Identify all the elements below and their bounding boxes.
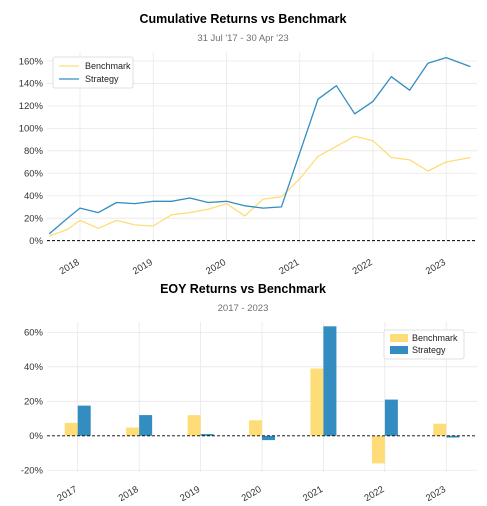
chart2-x-tick-label: 2020 bbox=[240, 484, 264, 501]
chart2-title: EOY Returns vs Benchmark bbox=[160, 282, 326, 296]
chart1-legend-benchmark-label: Benchmark bbox=[85, 61, 131, 71]
chart1-series-line-strategy bbox=[48, 56, 471, 235]
chart1-x-ticks: 2018 2019 2020 2021 2022 2023 bbox=[58, 257, 448, 277]
chart1-y-tick-label: 40% bbox=[24, 191, 44, 202]
chart2-y-tick-label: 20% bbox=[24, 397, 44, 408]
chart2-y-tick-label: 60% bbox=[24, 328, 44, 339]
chart2-x-tick-label: 2019 bbox=[178, 484, 202, 501]
chart2-bars bbox=[47, 326, 477, 464]
chart2-legend: Benchmark Strategy bbox=[383, 329, 465, 360]
chart2-bar-benchmark-2022 bbox=[371, 435, 385, 464]
eoy-returns-chart: EOY Returns vs Benchmark 2017 - 2023 -20… bbox=[21, 282, 477, 504]
chart2-x-tick-label: 2022 bbox=[363, 484, 387, 501]
chart1-title: Cumulative Returns vs Benchmark bbox=[139, 12, 346, 26]
chart1-x-tick-label: 2021 bbox=[277, 257, 301, 277]
chart2-legend-benchmark-label: Benchmark bbox=[412, 333, 458, 343]
chart1-y-tick-label: 100% bbox=[19, 124, 44, 135]
chart2-x-tick-label: 2023 bbox=[424, 484, 448, 501]
chart2-y-tick-label: 0% bbox=[29, 431, 43, 442]
chart1-y-tick-label: 0% bbox=[29, 236, 43, 247]
chart1-y-tick-label: 140% bbox=[19, 79, 44, 90]
chart2-bar-benchmark-2020 bbox=[249, 420, 262, 436]
chart2-y-tick-label: -20% bbox=[21, 466, 44, 477]
chart2-bar-strategy-2023 bbox=[446, 435, 460, 438]
chart2-x-ticks: 2017 2018 2019 2020 2021 2022 2023 bbox=[55, 484, 448, 504]
chart1-subtitle: 31 Jul '17 - 30 Apr '23 bbox=[197, 33, 288, 44]
chart1-legend-strategy-label: Strategy bbox=[85, 74, 119, 84]
chart2-bar-strategy-2018 bbox=[139, 415, 153, 436]
chart2-legend-strategy-label: Strategy bbox=[412, 345, 446, 355]
chart1-series bbox=[48, 56, 471, 237]
chart1-x-tick-label: 2020 bbox=[204, 257, 228, 277]
chart2-subtitle: 2017 - 2023 bbox=[218, 303, 269, 314]
chart1-y-ticks: 0% 20% 40% 60% 80% 100% 120% 140% 160% bbox=[19, 56, 44, 247]
chart2-y-tick-label: 40% bbox=[24, 362, 44, 373]
chart2-x-tick-label: 2017 bbox=[55, 484, 79, 501]
chart2-bar-strategy-2017 bbox=[77, 405, 91, 436]
chart2-bar-benchmark-2019 bbox=[187, 415, 201, 436]
chart2-legend-strategy-swatch bbox=[390, 346, 408, 354]
chart1-grid bbox=[47, 52, 477, 244]
chart1-legend-box bbox=[52, 56, 134, 89]
chart1-y-tick-label: 80% bbox=[24, 146, 44, 157]
chart2-y-ticks: -20% 0% 20% 40% 60% bbox=[21, 328, 44, 477]
cumulative-returns-chart: Cumulative Returns vs Benchmark 31 Jul '… bbox=[19, 12, 477, 277]
chart2-legend-benchmark-swatch bbox=[390, 334, 408, 342]
chart2-bar-strategy-2022 bbox=[384, 399, 398, 436]
chart1-y-tick-label: 160% bbox=[19, 56, 44, 67]
chart1-x-tick-label: 2022 bbox=[351, 257, 375, 277]
chart2-x-tick-label: 2021 bbox=[301, 484, 325, 501]
chart1-x-tick-label: 2023 bbox=[424, 257, 448, 277]
chart2-bar-strategy-2020 bbox=[262, 435, 275, 441]
chart1-y-tick-label: 60% bbox=[24, 169, 44, 180]
chart1-x-tick-label: 2018 bbox=[58, 257, 82, 277]
chart2-bar-benchmark-2018 bbox=[126, 427, 140, 436]
chart2-bar-benchmark-2021 bbox=[310, 368, 324, 436]
chart1-legend: Benchmark Strategy bbox=[52, 56, 134, 89]
chart2-bar-benchmark-2023 bbox=[433, 423, 447, 436]
chart1-y-tick-label: 20% bbox=[24, 213, 44, 224]
chart2-bar-strategy-2019 bbox=[200, 434, 214, 436]
chart2-bar-benchmark-2017 bbox=[64, 422, 78, 436]
chart1-x-tick-label: 2019 bbox=[131, 257, 155, 277]
chart1-y-tick-label: 120% bbox=[19, 101, 44, 112]
chart2-x-tick-label: 2018 bbox=[117, 484, 141, 501]
chart2-bar-strategy-2021 bbox=[323, 326, 337, 436]
